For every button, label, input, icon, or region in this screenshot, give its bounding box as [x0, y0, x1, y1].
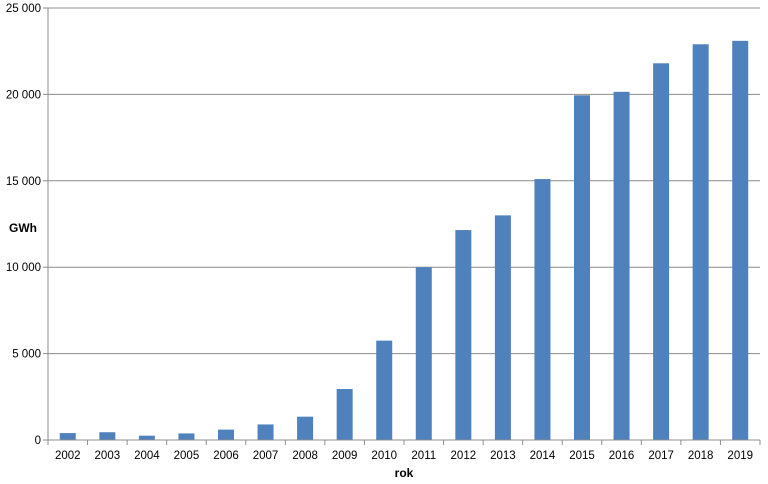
bar-2008: [297, 416, 314, 440]
y-tick-label: 25 000: [6, 3, 41, 15]
x-tick-label: 2018: [688, 450, 714, 462]
x-axis-title: rok: [395, 466, 414, 480]
x-tick-label: 2013: [490, 450, 516, 462]
bar-2018: [692, 44, 709, 441]
bar-2007: [257, 424, 274, 440]
x-tick-label: 2002: [55, 450, 81, 462]
bar-2006: [218, 429, 234, 440]
bar-2019: [732, 40, 749, 440]
bar-2002: [59, 433, 76, 440]
x-tick-label: 2003: [95, 450, 121, 462]
y-tick-label: 5 000: [12, 349, 41, 361]
x-tick-label: 2012: [451, 450, 477, 462]
x-tick-label: 2007: [253, 450, 279, 462]
x-tick-label: 2016: [609, 450, 635, 462]
x-tick-label: 2006: [213, 450, 239, 462]
gridlines: [43, 7, 760, 441]
bar-2015: [574, 95, 590, 440]
bars: [59, 40, 749, 441]
y-tick-labels: 0 5 000 10 000 15 000 20 000 25 000: [6, 3, 41, 447]
bar-2012: [455, 230, 472, 440]
bar-2010: [376, 340, 393, 440]
bar-2013: [494, 215, 511, 440]
y-tick-label: 10 000: [6, 262, 41, 274]
y-tick-label: 0: [35, 435, 41, 447]
x-tick-label: 2008: [292, 450, 318, 462]
x-tick-label: 2011: [411, 450, 436, 462]
x-tick-label: 2004: [134, 450, 160, 462]
bar-2004: [138, 435, 155, 440]
x-tick-label: 2017: [648, 450, 674, 462]
x-tick-label: 2019: [727, 450, 753, 462]
bar-2017: [653, 63, 670, 441]
bar-2003: [99, 432, 116, 440]
y-tick-label: 15 000: [6, 176, 41, 188]
x-tick-label: 2014: [530, 450, 556, 462]
bar-2011: [415, 267, 432, 440]
y-axis-title: GWh: [9, 221, 37, 235]
x-tick-label: 2009: [332, 450, 358, 462]
x-tick-label: 2005: [174, 450, 200, 462]
y-tick-label: 20 000: [6, 89, 41, 101]
x-tick-label: 2010: [371, 450, 397, 462]
bar-2016: [613, 91, 630, 441]
bar-2005: [178, 433, 195, 440]
x-tick-label: 2015: [569, 450, 595, 462]
bar-2009: [336, 389, 353, 440]
x-tick-labels: 2002 2003 2004 2005 2006 2007 2008 2009 2010 2011…: [47, 440, 761, 462]
bar-2014: [534, 179, 551, 440]
